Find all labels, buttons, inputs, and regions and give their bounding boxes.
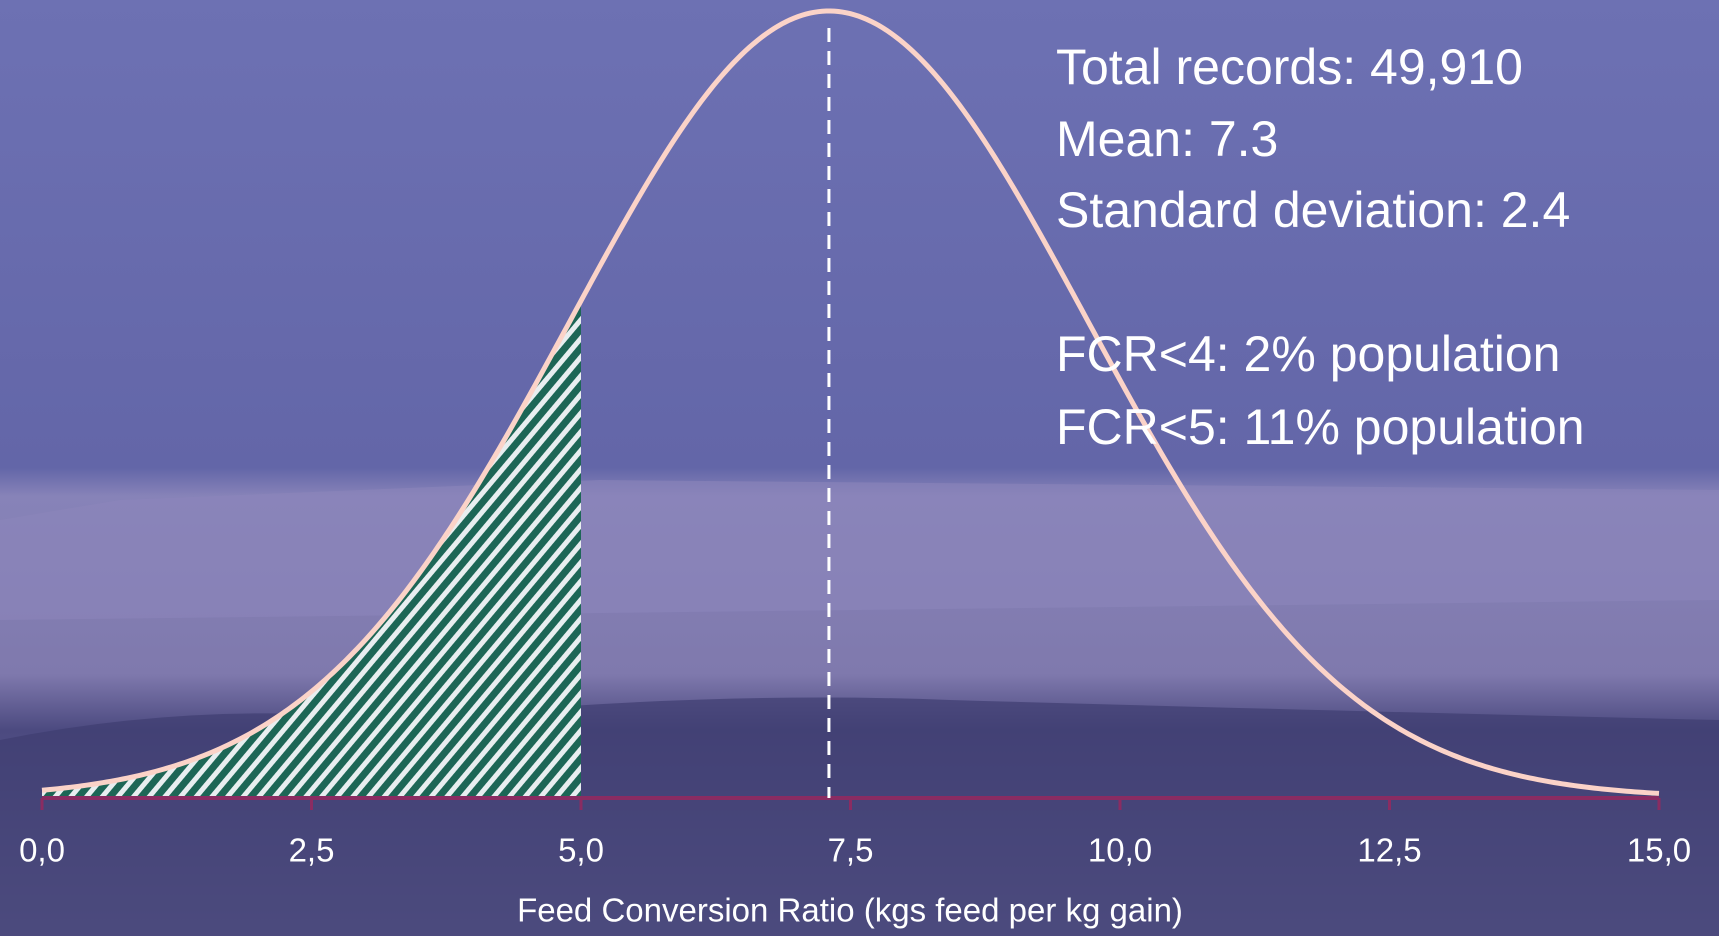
- x-axis-label: Feed Conversion Ratio (kgs feed per kg g…: [517, 892, 1183, 929]
- x-tick-label: 2,5: [289, 832, 335, 869]
- annotation: Total records: 49,910: [1056, 39, 1523, 95]
- shaded-area: [42, 300, 581, 798]
- annotation: Mean: 7.3: [1056, 111, 1278, 167]
- annotation: FCR<5: 11% population: [1056, 399, 1585, 455]
- x-tick-label: 5,0: [558, 832, 604, 869]
- x-tick-label: 12,5: [1357, 832, 1421, 869]
- x-tick-label: 15,0: [1627, 832, 1691, 869]
- x-tick-label: 10,0: [1088, 832, 1152, 869]
- annotations: Total records: 49,910 Mean: 7.3 Standard…: [1056, 39, 1585, 455]
- x-tick-label: 7,5: [828, 832, 874, 869]
- annotation: FCR<4: 2% population: [1056, 326, 1560, 382]
- annotation: Standard deviation: 2.4: [1056, 182, 1570, 238]
- x-tick-label: 0,0: [19, 832, 65, 869]
- distribution-curve: [41, 8, 1660, 796]
- mesa: [0, 480, 1719, 620]
